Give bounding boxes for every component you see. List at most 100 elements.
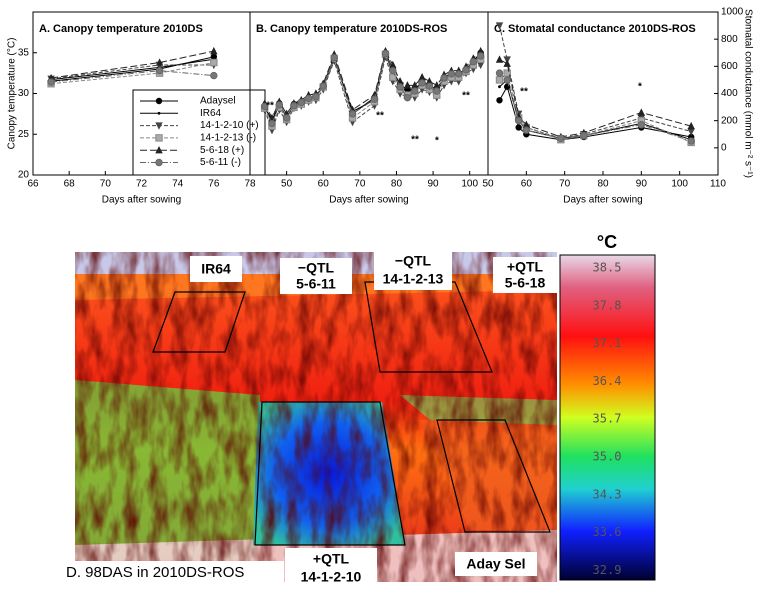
plot-label: 5-6-18	[505, 274, 546, 290]
marker	[495, 55, 504, 63]
marker	[157, 111, 161, 115]
label-box	[280, 258, 352, 294]
legend-label: 5-6-11 (-)	[200, 157, 241, 168]
series-line	[51, 56, 214, 82]
marker	[275, 101, 283, 109]
marker	[403, 81, 412, 89]
marker	[425, 82, 434, 90]
series-line	[499, 72, 692, 142]
x-tick-label: 110	[710, 179, 726, 190]
series-line	[51, 50, 214, 79]
plot-label: 14-1-2-13	[383, 270, 444, 286]
y-axis-label: Stomatal conductance (mmol m⁻² s⁻¹)	[742, 9, 753, 178]
x-tick-label: 78	[244, 179, 256, 190]
marker	[155, 66, 164, 75]
marker	[580, 131, 588, 140]
chart-title: C. Stomatal conductance 2010DS-ROS	[494, 23, 696, 35]
annotation: **	[462, 91, 470, 102]
marker	[637, 108, 646, 116]
label-box	[285, 548, 377, 588]
marker	[348, 110, 357, 118]
x-tick-label: 80	[391, 179, 403, 190]
marker	[455, 70, 463, 78]
legend-label: Adaysel	[200, 96, 236, 107]
x-tick-label: 80	[597, 179, 609, 190]
marker	[498, 85, 501, 89]
marker	[210, 58, 218, 67]
marker	[503, 76, 511, 84]
x-tick-label: 60	[318, 179, 330, 190]
plot-outline	[254, 401, 406, 546]
annotation: *	[638, 82, 642, 93]
marker	[319, 82, 327, 90]
marker	[370, 95, 379, 103]
y-tick-label: 200	[721, 115, 738, 126]
marker	[389, 60, 397, 69]
chart-title: B. Canopy temperature 2010DS-ROS	[256, 23, 447, 35]
scale-unit: °C	[597, 232, 617, 252]
scale-label: 33.6	[593, 525, 622, 539]
marker	[687, 128, 695, 136]
plot-label: +QTL	[313, 551, 350, 567]
color-scale	[559, 254, 656, 581]
y-tick-label: 25	[18, 129, 30, 140]
marker	[495, 22, 504, 30]
marker	[210, 71, 218, 80]
plot-outline	[152, 291, 246, 353]
marker	[557, 134, 565, 143]
x-tick-label: 70	[559, 179, 571, 190]
x-tick-label: 90	[428, 179, 440, 190]
scale-label: 37.1	[593, 336, 622, 350]
annotation: **	[266, 101, 274, 112]
marker	[496, 97, 503, 104]
scale-label: 35.7	[593, 412, 622, 426]
series-line	[499, 59, 692, 138]
marker	[381, 49, 390, 58]
x-tick-label: 70	[354, 179, 366, 190]
marker	[282, 114, 291, 122]
y-tick-label: 600	[721, 61, 738, 72]
legend-label: 5-6-18 (+)	[200, 145, 244, 156]
marker	[514, 116, 523, 125]
x-tick-label: 74	[172, 179, 184, 190]
series-line	[499, 25, 692, 139]
plot-frame	[249, 11, 489, 176]
marker	[155, 146, 163, 154]
marker	[425, 77, 434, 85]
label-box	[190, 256, 242, 282]
marker	[155, 122, 163, 130]
marker	[312, 93, 320, 101]
x-axis-label: Days after sowing	[563, 195, 642, 206]
y-axis-label: Canopy temperature (°C)	[7, 38, 18, 150]
marker	[515, 124, 522, 131]
marker	[268, 119, 276, 128]
marker	[297, 98, 305, 107]
marker	[495, 69, 504, 77]
marker	[330, 53, 338, 62]
marker	[396, 83, 404, 91]
legend-label: 14-1-2-13 (-)	[200, 133, 256, 144]
x-tick-label: 50	[482, 179, 494, 190]
plot-label: −QTL	[395, 253, 432, 269]
scale-label: 32.9	[593, 563, 622, 577]
y-tick-label: 30	[18, 88, 30, 99]
texture	[75, 252, 557, 582]
chart-title: A. Canopy temperature 2010DS	[39, 23, 203, 35]
marker	[155, 134, 163, 142]
scale-label: 36.4	[593, 374, 622, 388]
marker	[304, 94, 313, 103]
y-tick-label: 35	[18, 47, 30, 58]
label-box	[374, 250, 452, 290]
plot-label: Aday Sel	[466, 556, 525, 572]
caption-box	[62, 561, 284, 583]
y-tick-label: 20	[18, 170, 30, 181]
marker	[411, 87, 419, 95]
annotation: **	[376, 111, 384, 122]
marker	[210, 46, 218, 55]
marker	[403, 93, 412, 102]
marker	[418, 73, 426, 81]
plot-outline	[436, 419, 551, 533]
x-tick-label: 72	[136, 179, 148, 190]
legend-box	[132, 89, 266, 176]
